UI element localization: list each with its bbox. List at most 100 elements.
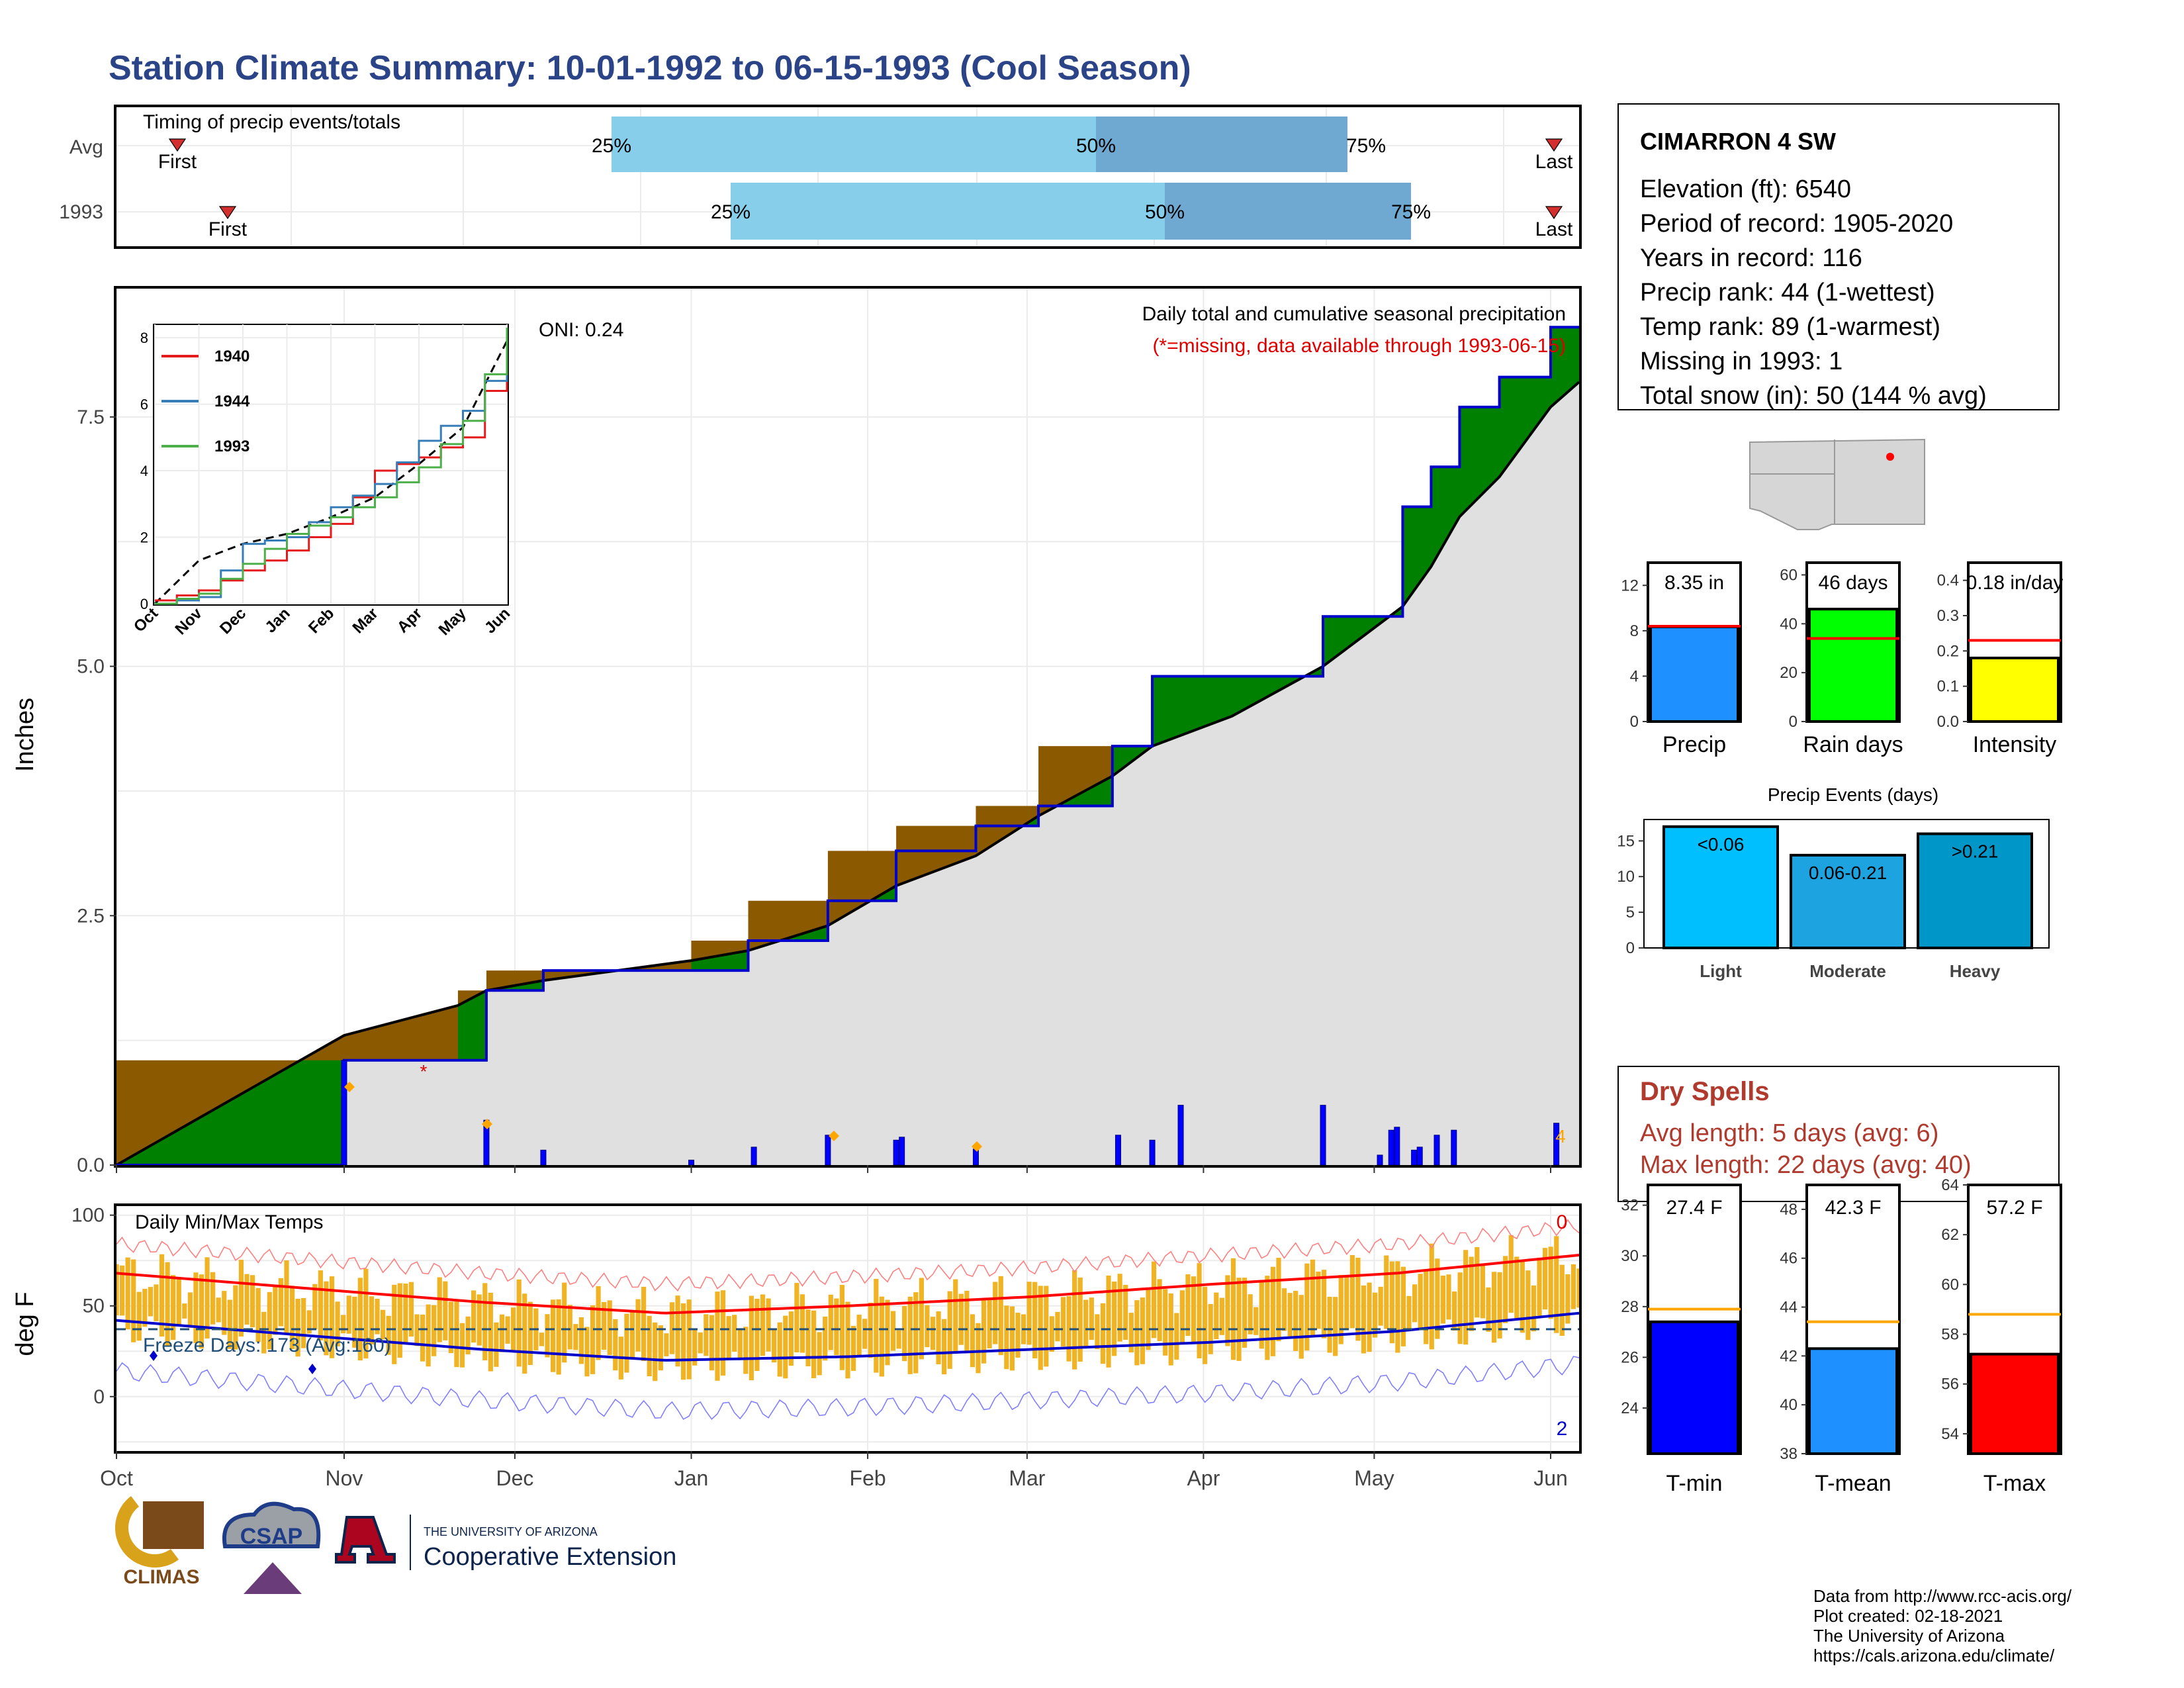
month-label: Oct	[100, 1466, 133, 1490]
tick-label: 48	[1780, 1201, 1797, 1219]
daily-temp-bar	[1400, 1266, 1406, 1346]
tick-label: 42	[1780, 1347, 1797, 1365]
daily-temp-bar	[341, 1315, 346, 1334]
daily-temp-bar	[760, 1294, 766, 1356]
ua-top-text: THE UNIVERSITY OF ARIZONA	[424, 1525, 598, 1538]
credit-line: Data from http://www.rcc-acis.org/	[1813, 1586, 2072, 1606]
daily-temp-bar	[1128, 1313, 1134, 1353]
tick-label: 0	[1630, 713, 1639, 731]
daily-temp-bar	[1026, 1282, 1032, 1345]
daily-temp-bar	[187, 1292, 193, 1328]
daily-temp-bar	[1508, 1235, 1514, 1313]
daily-temp-bar	[1174, 1313, 1179, 1360]
tick-label: 12	[1621, 577, 1639, 594]
month-label: Feb	[850, 1466, 886, 1490]
daily-temp-bar	[273, 1284, 278, 1335]
tick-label: 64	[1941, 1176, 1959, 1194]
daily-temp-bar	[629, 1310, 635, 1358]
daily-temp-bar	[823, 1316, 828, 1361]
tick-label: 0.2	[1937, 642, 1959, 660]
daily-temp-bar	[754, 1298, 760, 1371]
tsum-bar	[1808, 1347, 1898, 1456]
daily-temp-bar	[879, 1296, 884, 1377]
tick-label: 58	[1941, 1326, 1959, 1344]
daily-precip-bar	[1394, 1127, 1400, 1166]
daily-temp-bar	[1009, 1306, 1015, 1371]
daily-temp-bar	[573, 1324, 578, 1350]
month-label: Mar	[1009, 1466, 1045, 1490]
daily-temp-bar	[850, 1325, 856, 1371]
summary-0-value-label: 8.35 in	[1664, 572, 1724, 594]
inset-x-label: Apr	[394, 604, 426, 636]
tick-label: 0	[1789, 713, 1797, 731]
station-precip-rank: Precip rank: 44 (1-wettest)	[1640, 279, 1935, 307]
daily-temp-bar	[1230, 1258, 1236, 1360]
daily-temp-bar	[1412, 1284, 1418, 1323]
daily-temp-bar	[788, 1311, 794, 1366]
daily-temp-bar	[1497, 1272, 1502, 1338]
inset-y-label: 6	[140, 397, 148, 413]
daily-temp-bar	[227, 1299, 232, 1349]
temperature-summary-charts: 24 26 28 30 32 27.4 F T-min 38 40 42 44 46 48 42.3 F T…	[1621, 1176, 2062, 1496]
month-label: Nov	[326, 1466, 363, 1490]
inset-x-label: Oct	[130, 604, 161, 635]
heavy-event-marker	[972, 1141, 982, 1152]
daily-temp-bar	[357, 1278, 363, 1361]
daily-temp-bar	[545, 1314, 550, 1358]
daily-temp-bar	[448, 1301, 453, 1354]
station-missing: Missing in 1993: 1	[1640, 348, 1843, 376]
inset-line-1993	[155, 328, 508, 605]
tick-label: 40	[1780, 615, 1797, 633]
timing-1993-25: 25%	[711, 201, 751, 223]
daily-precip-bar	[825, 1135, 831, 1166]
inset-series-lines	[155, 328, 508, 605]
events-title: Precip Events (days)	[1768, 784, 1938, 805]
tick-label: 24	[1621, 1399, 1639, 1417]
daily-temp-bar	[1565, 1274, 1570, 1324]
daily-temp-bar	[1287, 1293, 1293, 1336]
daily-temp-bar	[686, 1299, 692, 1380]
avg-cumulative-fill	[116, 382, 1579, 1165]
timing-row-1993-label: 1993	[59, 201, 103, 223]
daily-temp-bar	[1406, 1295, 1412, 1331]
daily-temp-bar	[432, 1305, 437, 1356]
daily-temp-bar	[987, 1298, 992, 1348]
daily-temp-bar	[1049, 1316, 1054, 1352]
tsum-category: T-min	[1666, 1471, 1723, 1496]
daily-temp-bar	[1225, 1275, 1230, 1346]
daily-temp-bar	[1469, 1256, 1474, 1331]
daily-temp-bar	[1424, 1269, 1429, 1344]
page-title: Station Climate Summary: 10-01-1992 to 0…	[109, 48, 1191, 87]
timing-avg-25: 25%	[592, 135, 631, 157]
daily-temp-bar	[1185, 1274, 1191, 1336]
daily-temp-bar	[511, 1307, 516, 1352]
daily-temp-bar	[125, 1257, 130, 1330]
y-tick-label: 0.0	[77, 1154, 105, 1176]
daily-temp-bar	[318, 1270, 323, 1340]
daily-temp-bar	[1475, 1246, 1480, 1318]
daily-temp-bar	[772, 1329, 777, 1363]
daily-temp-bar	[913, 1292, 919, 1374]
daily-temp-bar	[720, 1290, 726, 1376]
inset-x-label: Nov	[172, 604, 206, 639]
tick-label: 32	[1621, 1197, 1639, 1215]
heavy-event-marker	[482, 1119, 492, 1129]
events-category: Moderate	[1809, 961, 1886, 981]
timing-avg-first: First	[158, 151, 197, 173]
daily-temp-bar	[233, 1285, 238, 1350]
events-bar-label: 0.06-0.21	[1809, 863, 1887, 883]
daily-temp-bar	[930, 1317, 936, 1350]
timing-1993-last-marker	[1545, 206, 1563, 220]
daily-temp-bar	[1367, 1282, 1372, 1352]
daily-temp-bar	[635, 1299, 641, 1352]
month-label: May	[1354, 1466, 1394, 1490]
record-low-marker	[308, 1364, 316, 1374]
daily-temp-bar	[1457, 1272, 1463, 1344]
station-snow: Total snow (in): 50 (144 % avg)	[1640, 383, 1987, 410]
daily-temp-bar	[329, 1276, 335, 1358]
daily-temp-bar	[794, 1283, 799, 1352]
events-bar	[1790, 853, 1906, 949]
daily-temp-bar	[1004, 1305, 1009, 1370]
daily-temp-bar	[1384, 1255, 1389, 1329]
daily-precip-bar	[899, 1137, 905, 1166]
